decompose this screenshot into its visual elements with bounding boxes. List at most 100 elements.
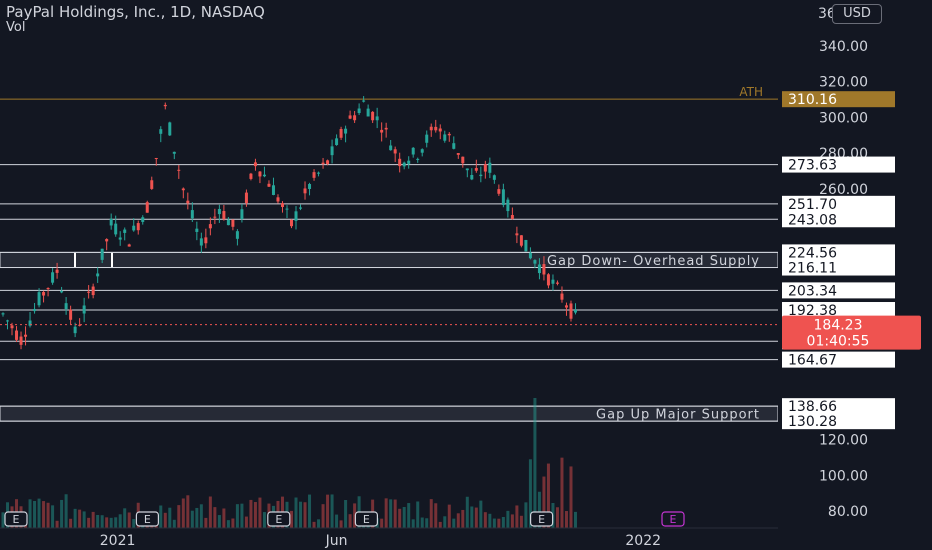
candle-body[interactable] [290, 219, 293, 227]
candle-body[interactable] [262, 174, 266, 177]
candle-body[interactable] [258, 171, 262, 177]
candle-body[interactable] [96, 273, 100, 277]
candle-body[interactable] [501, 189, 505, 206]
candle-body[interactable] [231, 219, 235, 227]
candle-body[interactable] [294, 211, 298, 221]
earnings-marker[interactable] [354, 511, 378, 527]
candle-body[interactable] [244, 192, 248, 204]
candle-body[interactable] [551, 279, 555, 284]
candle-body[interactable] [438, 128, 442, 132]
candle-body[interactable] [371, 111, 375, 121]
candle-body[interactable] [519, 235, 523, 246]
candle-body[interactable] [100, 248, 104, 260]
candle-body[interactable] [150, 180, 154, 189]
earnings-marker[interactable] [267, 511, 291, 527]
candle-body[interactable] [123, 229, 127, 233]
candle-body[interactable] [24, 334, 28, 337]
currency-button[interactable]: USD [832, 4, 882, 24]
candle-body[interactable] [195, 228, 199, 232]
candle-body[interactable] [564, 305, 568, 308]
candle-body[interactable] [510, 215, 514, 219]
candle-body[interactable] [321, 162, 325, 165]
candle-body[interactable] [335, 138, 339, 146]
candle-body[interactable] [253, 162, 257, 167]
candle-body[interactable] [357, 108, 361, 114]
candle-body[interactable] [366, 108, 370, 117]
candle-body[interactable] [303, 188, 307, 194]
candle-body[interactable] [555, 282, 559, 284]
candle-body[interactable] [19, 336, 23, 345]
candle-body[interactable] [407, 160, 411, 164]
candle-body[interactable] [136, 223, 140, 231]
earnings-marker[interactable] [4, 511, 28, 527]
candle-body[interactable] [271, 185, 275, 195]
candle-body[interactable] [60, 290, 64, 293]
candle-body[interactable] [154, 158, 158, 160]
candle-body[interactable] [447, 133, 451, 136]
candle-body[interactable] [226, 219, 230, 226]
candle-body[interactable] [411, 147, 415, 155]
earnings-marker[interactable] [661, 511, 685, 527]
candle-body[interactable] [389, 145, 393, 151]
candle-body[interactable] [204, 237, 208, 244]
candle-body[interactable] [33, 308, 37, 312]
candle-body[interactable] [533, 260, 537, 264]
candle-body[interactable] [132, 225, 136, 231]
candle-body[interactable] [299, 207, 303, 209]
candle-body[interactable] [524, 240, 528, 252]
candle-body[interactable] [145, 202, 149, 213]
earnings-marker[interactable] [135, 511, 159, 527]
candle-body[interactable] [420, 149, 424, 153]
candle-body[interactable] [159, 129, 163, 134]
candle-body[interactable] [528, 252, 532, 259]
candle-body[interactable] [515, 233, 519, 236]
candle-body[interactable] [312, 172, 316, 178]
candle-body[interactable] [172, 151, 176, 154]
candle-body[interactable] [330, 146, 334, 156]
candle-body[interactable] [208, 224, 212, 229]
candle-body[interactable] [339, 129, 343, 138]
candle-body[interactable] [393, 149, 397, 154]
candle-body[interactable] [326, 160, 330, 164]
candle-body[interactable] [443, 134, 447, 141]
candle-body[interactable] [317, 172, 321, 174]
candle-body[interactable] [375, 116, 379, 121]
candle-body[interactable] [51, 272, 55, 283]
candle-body[interactable] [483, 164, 487, 172]
candle-body[interactable] [42, 292, 46, 296]
candle-body[interactable] [105, 239, 109, 242]
candle-body[interactable] [37, 292, 41, 306]
candle-body[interactable] [560, 293, 564, 300]
candle-body[interactable] [384, 127, 388, 130]
candle-body[interactable] [109, 218, 113, 226]
candle-body[interactable] [308, 184, 312, 189]
candle-body[interactable] [434, 126, 438, 131]
candle-body[interactable] [91, 286, 95, 296]
candle-body[interactable] [380, 129, 384, 133]
candle-body[interactable] [452, 143, 456, 149]
candle-body[interactable] [15, 330, 19, 340]
candle-body[interactable] [6, 320, 10, 322]
candle-body[interactable] [546, 274, 550, 286]
candle-body[interactable] [267, 183, 271, 187]
candle-body[interactable] [569, 303, 573, 319]
candle-body[interactable] [425, 134, 429, 143]
candle-body[interactable] [402, 162, 406, 167]
candle-body[interactable] [461, 156, 465, 164]
candle-body[interactable] [362, 100, 366, 102]
candle-body[interactable] [398, 158, 402, 167]
candle-body[interactable] [177, 169, 181, 171]
candle-body[interactable] [488, 162, 492, 173]
candle-body[interactable] [429, 126, 433, 131]
candle-body[interactable] [465, 168, 469, 171]
candle-body[interactable] [127, 244, 131, 247]
candle-body[interactable] [73, 326, 77, 334]
candle-body[interactable] [285, 208, 289, 210]
candle-body[interactable] [353, 115, 357, 121]
candle-body[interactable] [280, 203, 284, 207]
candle-body[interactable] [10, 325, 14, 329]
candle-body[interactable] [479, 174, 483, 177]
candle-body[interactable] [78, 324, 82, 326]
candle-body[interactable] [416, 158, 420, 160]
